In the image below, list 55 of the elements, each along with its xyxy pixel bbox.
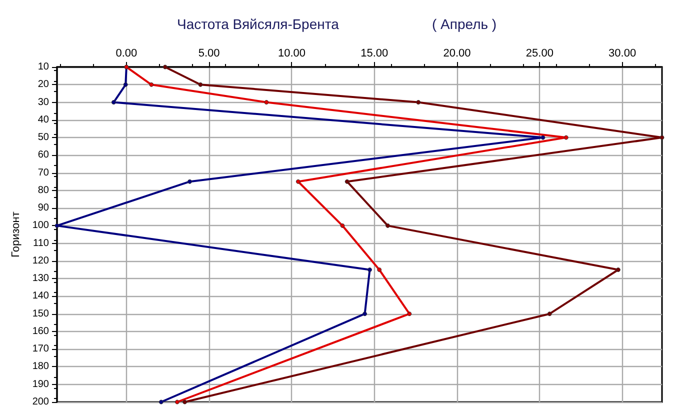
y-tick-label: 100 [32,220,50,232]
x-tick-label: 30.00 [608,48,636,60]
point [362,312,368,316]
point [377,268,382,272]
y-tick-label: 40 [38,114,50,126]
point [340,223,345,228]
y-tick-label: 90 [38,202,50,214]
x-tick-label: 0.00 [116,48,138,60]
point [540,135,546,140]
point [149,82,154,87]
point [344,179,350,184]
point [182,400,188,404]
x-tick-label: 10.00 [278,48,306,60]
y-tick-label: 190 [32,378,50,390]
point [416,100,421,105]
y-tick-label: 20 [38,79,50,90]
x-tick-label: 25.00 [526,48,554,60]
point [368,268,372,272]
y-tick-label: 160 [32,326,50,337]
point [547,312,552,316]
x-tick-label: 20.00 [443,48,471,60]
y-tick-label: 140 [32,290,50,302]
point [162,64,168,70]
y-tick-label: 60 [38,150,50,161]
y-tick-label: 130 [32,273,50,284]
y-tick-label: 80 [38,184,50,196]
y-tick-label: 70 [38,167,50,178]
y-tick-label: 120 [32,255,50,266]
y-tick-label: 110 [33,238,50,249]
x-tick-label: 5.00 [198,48,220,60]
point [123,82,128,87]
y-tick-label: 150 [32,308,50,320]
y-tick-label: 180 [32,361,50,372]
point [198,82,203,87]
point [264,100,269,105]
point [54,223,60,228]
chart-subtitle: ( Апрель ) [432,16,497,32]
x-tick-label: 15.00 [360,48,388,60]
point [407,312,412,316]
point [660,135,664,140]
y-tick-label: 30 [38,96,50,108]
point [174,400,180,404]
point [296,179,300,184]
point [564,135,568,140]
y-tick-label: 170 [32,344,50,355]
point [616,268,620,272]
chart-title: Частота Вяйсяля-Брента [177,16,340,32]
point [187,179,192,184]
y-tick-label: 50 [38,132,50,144]
y-tick-label: 10 [38,62,50,72]
point [386,223,390,228]
point [111,100,116,105]
point [158,400,164,404]
y-axis-title: Горизонт [10,212,22,258]
y-tick-label: 200 [32,396,50,408]
